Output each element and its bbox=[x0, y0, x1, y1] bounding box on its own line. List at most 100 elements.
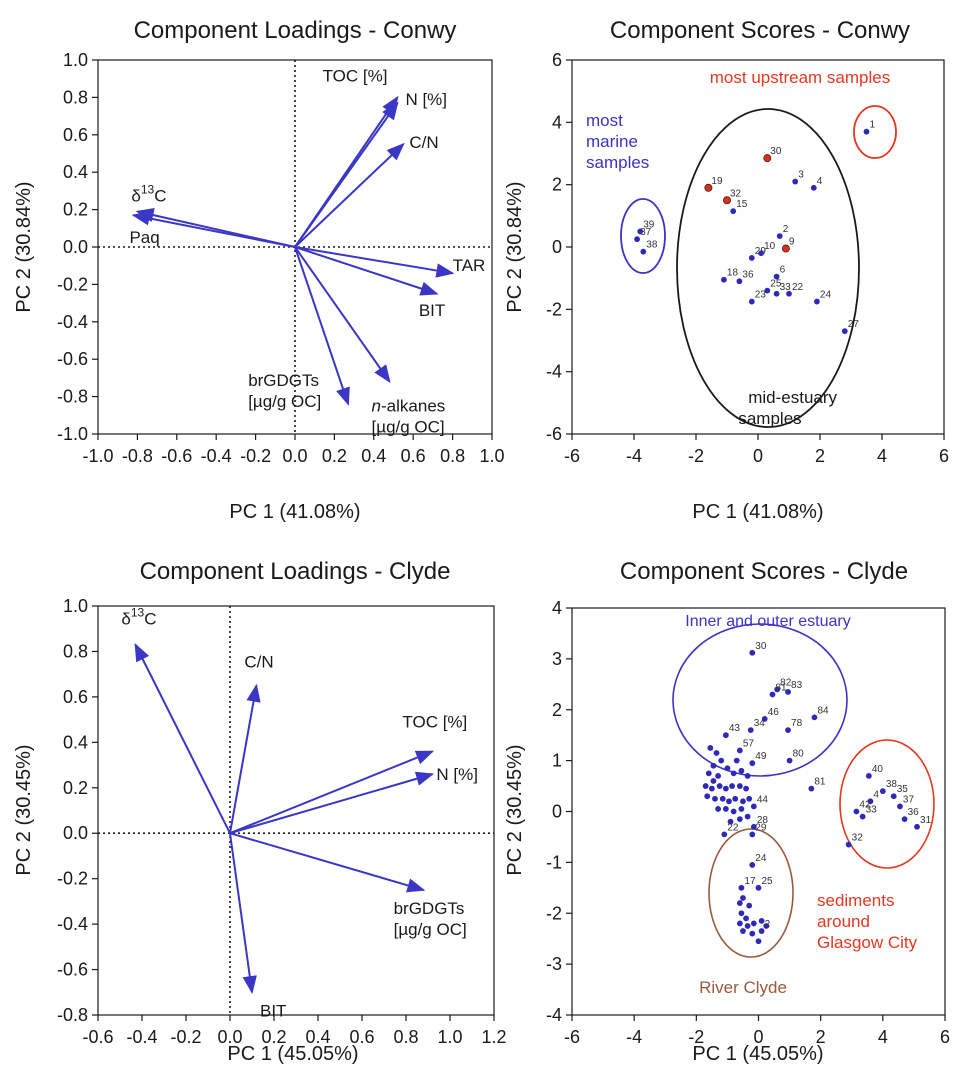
point-label: 24 bbox=[755, 853, 767, 864]
x-tick-label: 2 bbox=[815, 446, 825, 466]
y-tick-label: 4 bbox=[552, 112, 562, 132]
score-point bbox=[722, 806, 729, 812]
chart-scores-conwy: Component Scores - Conwy -6 -4 -2 0 2 4 6-6-4-… bbox=[504, 17, 949, 523]
score-point bbox=[785, 689, 791, 695]
y-tick-label: 0 bbox=[552, 237, 562, 257]
x-tick-label: 1.2 bbox=[481, 1027, 506, 1047]
x-tick-label: 6 bbox=[940, 1027, 950, 1047]
score-point bbox=[865, 772, 872, 779]
loading-label: N [%] bbox=[405, 90, 447, 109]
y-tick-label: 0.4 bbox=[63, 162, 88, 182]
loading-arrow bbox=[131, 211, 296, 248]
y-tick-label: -1 bbox=[546, 852, 562, 872]
y-tick-label: 6 bbox=[552, 50, 562, 70]
score-point bbox=[749, 930, 756, 937]
y-tick-label: -0.2 bbox=[57, 869, 88, 889]
score-point bbox=[721, 276, 727, 283]
x-tick-label: 0.6 bbox=[401, 446, 426, 466]
score-point bbox=[746, 795, 753, 802]
loading-arrow bbox=[294, 246, 350, 406]
y-tick-label: 0.6 bbox=[63, 125, 88, 145]
point-label: 1 bbox=[870, 120, 876, 131]
point-label: 33 bbox=[780, 282, 792, 293]
loading-arrow bbox=[229, 771, 435, 835]
y-axis-label: PC 2 (30.84%) bbox=[13, 181, 35, 312]
loading-label: BIT bbox=[260, 1001, 286, 1020]
point-label: 2 bbox=[783, 224, 789, 235]
score-point bbox=[744, 813, 751, 820]
score-point bbox=[724, 765, 731, 772]
score-point bbox=[730, 208, 737, 215]
axis-ticks: -0.6 -0.4 -0.2 0.0 0.2 0.4 0.6 0.8 1.0 1.2-0.8-0.… bbox=[57, 596, 507, 1047]
y-tick-label: 2 bbox=[552, 700, 562, 720]
score-point bbox=[722, 785, 729, 792]
group-ellipses bbox=[620, 105, 897, 428]
y-tick-label: -1.0 bbox=[57, 424, 88, 444]
score-point bbox=[769, 691, 776, 698]
point-label: 49 bbox=[755, 751, 767, 762]
score-point bbox=[763, 154, 772, 163]
chart-title: Component Scores - Clyde bbox=[620, 558, 908, 585]
x-tick-label: -0.8 bbox=[122, 446, 153, 466]
score-point bbox=[786, 290, 792, 297]
ellipse-most-marine bbox=[620, 198, 666, 274]
score-point bbox=[716, 783, 723, 789]
score-point bbox=[879, 788, 886, 795]
score-point bbox=[914, 823, 920, 830]
point-label: 32 bbox=[730, 188, 742, 199]
ellipse-river-clyde bbox=[708, 828, 794, 958]
point-label: 17 bbox=[744, 876, 756, 887]
score-point bbox=[723, 196, 732, 205]
score-point bbox=[710, 778, 717, 784]
score-point bbox=[637, 228, 644, 235]
loading-label: N [%] bbox=[436, 765, 478, 784]
score-point bbox=[740, 895, 746, 901]
x-tick-label: -6 bbox=[564, 446, 580, 466]
point-label: 15 bbox=[736, 199, 748, 210]
x-tick-label: 0.8 bbox=[393, 1027, 418, 1047]
loading-label: brGDGTs [µg/g OC] bbox=[248, 371, 321, 411]
ellipse-glasgow-city bbox=[839, 739, 935, 869]
score-point bbox=[718, 757, 725, 764]
loading-arrow bbox=[229, 750, 435, 835]
point-label: 36 bbox=[908, 807, 920, 818]
score-point bbox=[785, 727, 791, 733]
score-point bbox=[859, 813, 866, 820]
annotation-river-clyde: River Clyde bbox=[699, 978, 787, 997]
x-tick-label: -0.2 bbox=[240, 446, 271, 466]
score-point bbox=[740, 928, 746, 934]
point-label: 9 bbox=[789, 237, 795, 248]
score-point bbox=[743, 915, 749, 922]
loading-arrow bbox=[229, 683, 261, 834]
point-label: 30 bbox=[770, 146, 782, 157]
score-point bbox=[750, 823, 757, 830]
point-label: 30 bbox=[755, 641, 767, 652]
y-tick-label: 0.2 bbox=[63, 200, 88, 220]
annotation-most-marine: most marine samples bbox=[586, 111, 649, 172]
score-point bbox=[890, 793, 897, 800]
y-tick-label: -0.4 bbox=[57, 914, 88, 934]
score-point bbox=[853, 808, 860, 815]
score-point bbox=[702, 783, 709, 789]
score-point bbox=[715, 806, 721, 812]
score-point bbox=[729, 783, 735, 789]
loading-label: brGDGTs [µg/g OC] bbox=[394, 899, 467, 939]
score-point bbox=[750, 803, 757, 810]
plot-frame bbox=[571, 607, 946, 1016]
score-point bbox=[738, 910, 745, 917]
score-point bbox=[761, 716, 768, 722]
x-tick-label: -4 bbox=[626, 446, 642, 466]
score-point bbox=[747, 727, 754, 733]
point-label: 33 bbox=[866, 805, 878, 816]
x-tick-label: -6 bbox=[564, 1027, 580, 1047]
loading-arrow bbox=[294, 246, 391, 384]
loading-label: Paq bbox=[129, 228, 159, 247]
y-tick-label: 2 bbox=[552, 175, 562, 195]
point-label: 42 bbox=[859, 800, 871, 811]
score-point bbox=[704, 183, 713, 192]
y-tick-label: -0.8 bbox=[57, 1005, 88, 1025]
loading-label: δ13C bbox=[121, 606, 156, 629]
score-point bbox=[749, 831, 756, 838]
score-point bbox=[707, 745, 714, 751]
